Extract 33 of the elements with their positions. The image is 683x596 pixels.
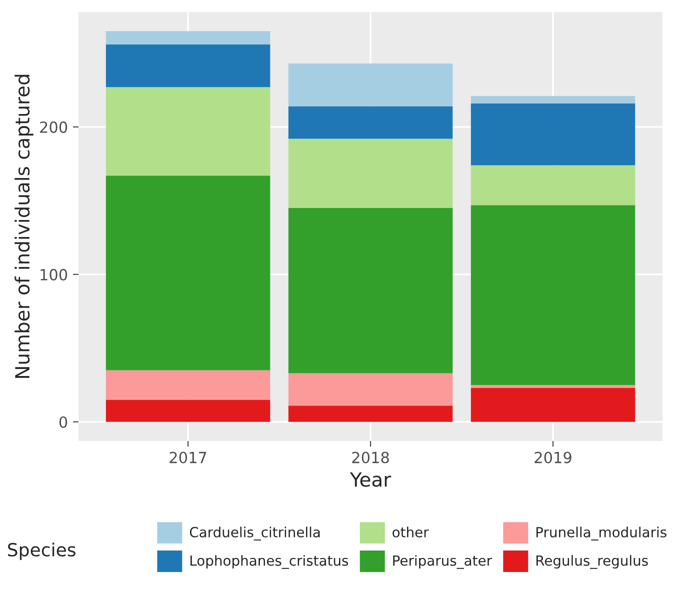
- x-tick-label: 2018: [352, 452, 389, 464]
- y-tick-label: 0: [59, 416, 68, 428]
- bar: [470, 205, 636, 386]
- bar: [288, 208, 453, 374]
- bar: [288, 106, 453, 139]
- bar: [106, 400, 270, 422]
- bar: [106, 31, 270, 44]
- x-tick-label: 2017: [170, 452, 206, 464]
- y-tick-label: 200: [40, 121, 68, 133]
- legend-label: Carduelis_citrinella: [190, 526, 320, 540]
- bar: [470, 96, 636, 104]
- legend-label: Regulus_regulus: [536, 555, 648, 569]
- legend-label: Periparus_ater: [393, 555, 492, 569]
- legend-label: Lophophanes_cristatus: [190, 555, 348, 569]
- legend-title: Species: [8, 542, 76, 560]
- bar: [106, 370, 270, 400]
- bar: [106, 176, 270, 370]
- bar: [470, 165, 636, 206]
- legend-label: Prunella_modularis: [536, 526, 666, 540]
- legend-label: other: [392, 526, 429, 538]
- y-tick-label: 100: [40, 268, 68, 280]
- bar: [470, 388, 636, 422]
- y-axis-title: Number of individuals captured: [14, 74, 34, 378]
- bar: [288, 64, 453, 106]
- x-axis-title: Year: [350, 472, 392, 487]
- x-tick-label: 2019: [534, 452, 572, 464]
- bar: [288, 138, 453, 208]
- bar: [470, 103, 636, 166]
- bar: [288, 373, 453, 406]
- bar: [470, 385, 636, 388]
- bar: [106, 44, 270, 88]
- bar: [106, 87, 270, 176]
- bar: [288, 406, 453, 422]
